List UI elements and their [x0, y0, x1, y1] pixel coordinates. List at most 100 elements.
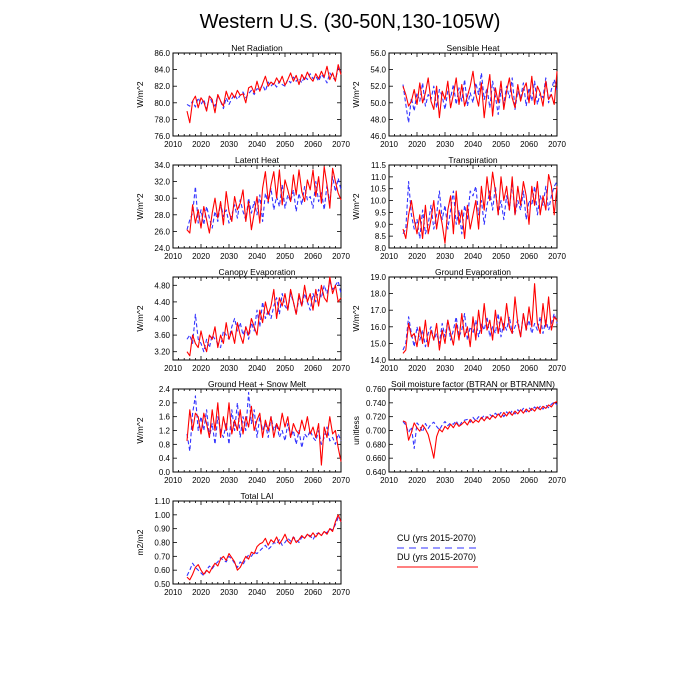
y-tick-label: 2.4	[159, 385, 171, 394]
x-tick-label: 2010	[164, 588, 182, 597]
x-tick-label: 2040	[464, 476, 482, 485]
y-tick-label: 0.70	[154, 552, 170, 561]
y-tick-label: 10.5	[370, 185, 386, 194]
x-tick-label: 2050	[276, 476, 294, 485]
plot-frame	[172, 52, 342, 137]
x-tick-label: 2020	[408, 476, 426, 485]
panel-title: Sensible Heat	[447, 43, 501, 53]
y-tick-label: 0.60	[154, 566, 170, 575]
series-line	[186, 276, 342, 357]
figure-title: Western U.S. (30-50N,130-105W)	[200, 11, 501, 33]
x-tick-label: 2060	[520, 476, 538, 485]
x-tick-label: 2040	[248, 364, 266, 373]
y-tick-label: 19.0	[370, 273, 386, 282]
y-tick-label: 0.4	[159, 454, 171, 463]
y-tick-label: 0.740	[366, 399, 387, 408]
x-tick-label: 2020	[192, 588, 210, 597]
chart-panel: Ground Heat + Snow Melt 2010 2020 2030 2040 2…	[135, 379, 350, 485]
y-tick-label: 0.660	[366, 454, 387, 463]
panel-title: Total LAI	[240, 491, 273, 501]
chart-panel: Sensible Heat 2010 2020 2030 2040 2050 2060 207…	[351, 43, 566, 149]
y-tick-label: 84.0	[154, 66, 170, 75]
legend-label: DU (yrs 2015-2070)	[397, 552, 476, 562]
x-tick-label: 2010	[164, 476, 182, 485]
y-tick-label: 30.0	[154, 194, 170, 203]
x-tick-label: 2070	[332, 476, 350, 485]
y-tick-label: 76.0	[154, 132, 170, 141]
series-line	[186, 64, 342, 124]
series-line	[402, 70, 558, 119]
plot-frame	[388, 164, 558, 249]
y-tick-label: 32.0	[154, 178, 170, 187]
series-line	[402, 312, 558, 351]
y-tick-label: 0.720	[366, 413, 387, 422]
x-tick-label: 2070	[548, 476, 566, 485]
y-tick-label: 86.0	[154, 49, 170, 58]
x-tick-label: 2070	[332, 140, 350, 149]
x-tick-label: 2020	[408, 364, 426, 373]
y-axis-label: W/m^2	[351, 193, 361, 219]
panels-group: Net Radiation 2010 2020 2030 2040 2050 2060 207…	[135, 43, 566, 597]
y-axis-label: W/m^2	[351, 81, 361, 107]
x-tick-label: 2060	[304, 476, 322, 485]
y-tick-label: 1.2	[159, 427, 171, 436]
x-tick-label: 2010	[380, 476, 398, 485]
chart-panel: Total LAI 2010 2020 2030 2040 2050 2060 2070 0.5…	[135, 491, 350, 597]
y-tick-label: 3.20	[154, 348, 170, 357]
y-tick-label: 1.00	[154, 511, 170, 520]
legend-label: CU (yrs 2015-2070)	[397, 533, 476, 543]
y-tick-label: 48.0	[370, 115, 386, 124]
y-tick-label: 0.90	[154, 525, 170, 534]
y-axis-label: W/m^2	[135, 417, 145, 443]
plot-frame	[172, 164, 342, 249]
y-tick-label: 82.0	[154, 82, 170, 91]
y-tick-label: 11.0	[371, 173, 387, 182]
y-tick-label: 17.0	[370, 306, 386, 315]
chart-panel: Ground Evaporation 2010 2020 2030 2040 2050 20…	[351, 267, 566, 373]
y-tick-label: 26.0	[154, 227, 170, 236]
x-tick-label: 2010	[380, 140, 398, 149]
panel-title: Canopy Evaporation	[218, 267, 295, 277]
y-tick-label: 9.5	[375, 208, 387, 217]
x-tick-label: 2030	[436, 476, 454, 485]
y-tick-label: 50.0	[370, 99, 386, 108]
chart-panel: Canopy Evaporation 2010 2020 2030 2040 2050 20…	[135, 267, 350, 373]
series-line	[402, 400, 558, 459]
series-line	[186, 67, 342, 110]
x-tick-label: 2030	[220, 252, 238, 261]
x-tick-label: 2040	[464, 140, 482, 149]
panel-title: Net Radiation	[231, 43, 283, 53]
x-tick-label: 2050	[276, 140, 294, 149]
x-tick-label: 2040	[464, 252, 482, 261]
y-tick-label: 14.0	[370, 356, 386, 365]
x-tick-label: 2010	[164, 140, 182, 149]
chart-panel: Transpiration 2010 2020 2030 2040 2050 2060 207…	[351, 155, 566, 261]
x-tick-label: 2040	[464, 364, 482, 373]
y-tick-label: 0.50	[154, 580, 170, 589]
y-tick-label: 0.760	[366, 385, 387, 394]
series-line	[402, 401, 558, 450]
y-axis-label: W/m^2	[135, 305, 145, 331]
x-tick-label: 2060	[520, 252, 538, 261]
x-tick-label: 2030	[436, 252, 454, 261]
x-tick-label: 2060	[304, 364, 322, 373]
panel-title: Transpiration	[448, 155, 498, 165]
y-tick-label: 16.0	[370, 323, 386, 332]
chart-panel: Latent Heat 2010 2020 2030 2040 2050 2060 2070 2…	[135, 155, 350, 261]
series-line	[186, 517, 342, 577]
y-axis-label: unitless	[351, 416, 361, 445]
x-tick-label: 2070	[332, 364, 350, 373]
series-line	[186, 514, 342, 581]
series-line	[186, 391, 342, 452]
y-axis-label: W/m^2	[351, 305, 361, 331]
y-tick-label: 18.0	[370, 290, 386, 299]
x-tick-label: 2030	[436, 140, 454, 149]
y-tick-label: 56.0	[370, 49, 386, 58]
series-line	[186, 176, 342, 230]
y-tick-label: 0.680	[366, 440, 387, 449]
x-tick-label: 2020	[408, 252, 426, 261]
x-tick-label: 2060	[520, 364, 538, 373]
y-tick-label: 11.5	[371, 161, 387, 170]
plot-frame	[388, 52, 558, 137]
